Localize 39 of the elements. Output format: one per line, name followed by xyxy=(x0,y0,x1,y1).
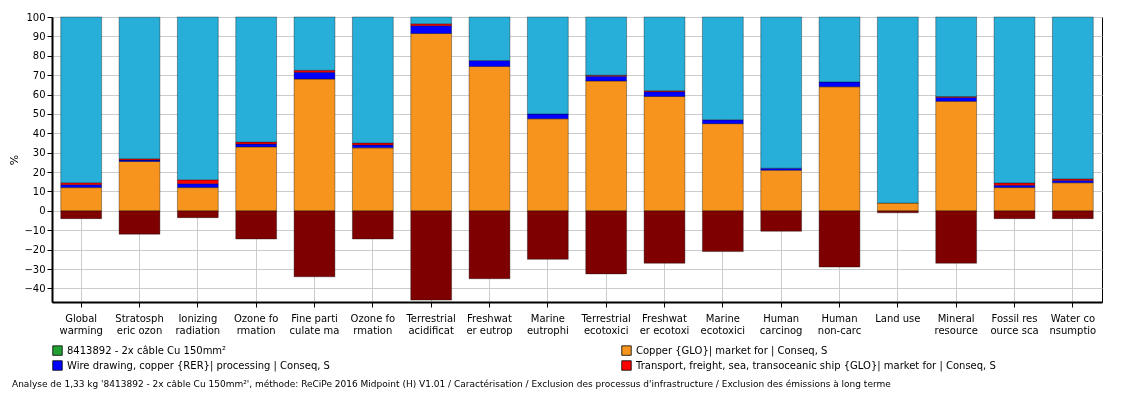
x-tick-label: Ozone fo rmation xyxy=(233,312,279,336)
x-tick-label: Ozone fo rmation xyxy=(350,312,396,336)
y-tick-label: −20 xyxy=(24,244,46,256)
x-tick-label: Fossil res ource sca xyxy=(990,312,1039,336)
x-tick-label: Terrestrial ecotoxici xyxy=(580,312,631,336)
x-tick-label: Ionizing radiation xyxy=(175,312,221,336)
y-tick-label: 70 xyxy=(32,69,46,81)
legend-label: Copper {GLO}| market for | Conseq, S xyxy=(636,344,828,357)
x-tick-label: Human non-carc xyxy=(817,312,862,336)
x-tick-label: Global warming xyxy=(59,312,103,336)
y-tick-label: 0 xyxy=(39,205,46,217)
text: Analyse de 1,33 kg '8413892 - 2x câble Cu 150mm²', méthode: ReCiPe 2016 Midpoint (H) V1.01 / Caractérisation / Exclusion des processus d'infrastructure / Exclusion des émissions à long terme xyxy=(12,379,892,389)
y-tick-label: 20 xyxy=(32,166,46,178)
y-tick-label: 80 xyxy=(32,50,46,62)
y-tick-label: 40 xyxy=(32,127,46,139)
y-tick-label: 10 xyxy=(32,185,46,197)
x-tick-label: Mineral resource xyxy=(934,312,978,336)
y-tick-label: 30 xyxy=(32,147,46,159)
x-tick-label: Water co nsumptio xyxy=(1049,312,1097,336)
x-tick-label: Freshwat er eutrop xyxy=(466,312,513,336)
x-tick-label: Terrestrial acidificat xyxy=(405,312,456,336)
legend-label: Transport, freight, sea, transoceanic ship {GLO}| market for | Conseq, S xyxy=(635,359,996,372)
y-tick-label: 100 xyxy=(26,11,46,23)
x-tick-label: Marine eutrophi xyxy=(526,312,569,336)
y-axis-title: % xyxy=(8,154,22,166)
legend-label: 8413892 - 2x câble Cu 150mm² xyxy=(67,344,227,356)
x-tick-label: Freshwat er ecotoxi xyxy=(639,312,690,336)
y-tick-label: −10 xyxy=(24,224,46,236)
x-tick-label: Marine ecotoxici xyxy=(700,312,746,336)
x-tick-label: Human carcinog xyxy=(759,312,803,336)
x-tick-label: Stratosph eric ozon xyxy=(115,312,164,336)
y-tick-label: 60 xyxy=(32,89,46,101)
y-tick-label: 50 xyxy=(32,108,46,120)
y-tick-label: −40 xyxy=(24,282,46,294)
legend-label: Wire drawing, copper {RER}| processing | Conseq, S xyxy=(67,359,330,372)
y-tick-label: −30 xyxy=(24,263,46,275)
x-tick-label: Fine parti culate ma xyxy=(289,312,340,336)
y-tick-label: 90 xyxy=(32,30,46,42)
x-tick-label: Land use xyxy=(875,312,921,324)
